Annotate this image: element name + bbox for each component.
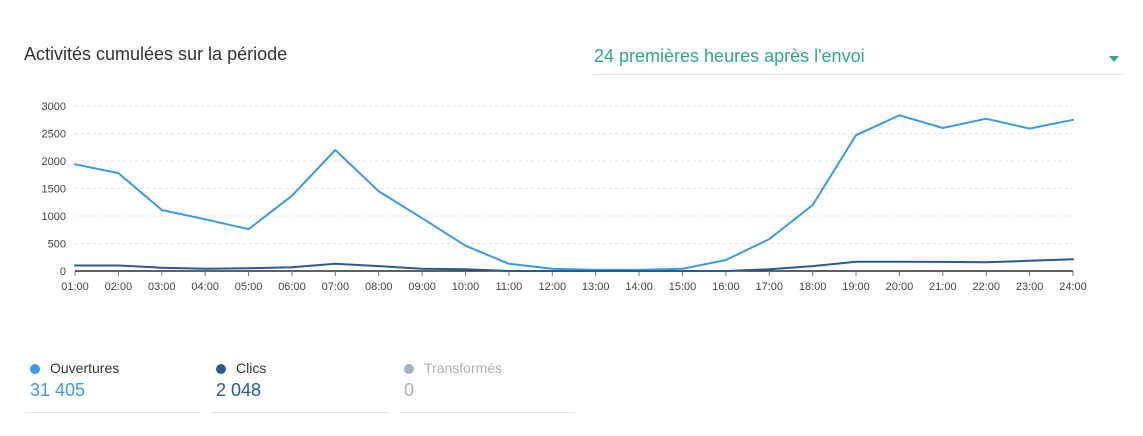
- x-tick-label: 22:00: [972, 281, 1000, 293]
- legend-label: Ouvertures: [50, 360, 120, 376]
- legend-dot-transformes: [404, 364, 414, 374]
- series-line-clics: [74, 258, 1074, 272]
- x-tick-label: 17:00: [755, 281, 783, 293]
- legend-total: 0: [404, 380, 415, 400]
- y-axis-ticks: 0 500 1000 1500 2000 2500 3000: [42, 101, 66, 278]
- x-tick-label: 03:00: [148, 281, 176, 293]
- legend-label: Clics: [236, 360, 267, 376]
- x-tick-label: 20:00: [886, 281, 914, 293]
- x-tick-label: 04:00: [191, 281, 219, 293]
- x-tick-label: 24:00: [1059, 281, 1087, 293]
- x-tick-label: 13:00: [582, 281, 610, 293]
- x-tick-label: 12:00: [539, 281, 567, 293]
- grid-lines: [75, 105, 1073, 272]
- legend-label: Transformés: [424, 360, 503, 376]
- activity-line-chart: 0 500 1000 1500 2000 2500 3000 01:00 02:00 03:00…: [42, 101, 1087, 293]
- legend-dot-clics: [216, 364, 226, 374]
- y-tick-label: 1500: [42, 184, 66, 196]
- y-tick-label: 3000: [42, 101, 66, 113]
- legend-total: 2 048: [216, 380, 262, 400]
- chevron-down-icon: [1109, 56, 1119, 62]
- period-selected-value: 24 premières heures après l'envoi: [594, 46, 865, 66]
- x-tick-label: 06:00: [278, 281, 306, 293]
- x-tick-label: 14:00: [625, 281, 653, 293]
- x-tick-label: 08:00: [365, 281, 393, 293]
- x-tick-label: 21:00: [929, 281, 957, 293]
- x-tick-label: 09:00: [408, 281, 436, 293]
- y-tick-label: 500: [48, 239, 66, 251]
- y-tick-label: 2500: [42, 129, 66, 141]
- x-tick-label: 11:00: [496, 281, 523, 293]
- y-tick-label: 2000: [42, 156, 66, 168]
- x-tick-label: 15:00: [669, 281, 697, 293]
- legend-item-transformes[interactable]: Transformés 0: [399, 358, 575, 413]
- y-tick-label: 1000: [42, 211, 66, 223]
- legend-item-ouvertures[interactable]: Ouvertures 31 405: [25, 358, 201, 413]
- x-tick-label: 16:00: [712, 281, 740, 293]
- x-tick-label: 19:00: [842, 281, 870, 293]
- series-line-ouvertures: [74, 114, 1074, 271]
- x-tick-label: 10:00: [452, 281, 480, 293]
- legend-item-clics[interactable]: Clics 2 048: [211, 358, 387, 413]
- x-tick-label: 07:00: [322, 281, 350, 293]
- period-dropdown[interactable]: 24 premières heures après l'envoi: [593, 40, 1123, 75]
- chart-title: Activités cumulées sur la période: [24, 44, 288, 64]
- legend-total: 31 405: [30, 380, 86, 400]
- x-tick-label: 01:00: [61, 281, 89, 293]
- x-axis-ticks: 01:00 02:00 03:00 04:00 05:00 06:00 07:00 08:00…: [61, 271, 1087, 293]
- y-tick-label: 0: [60, 266, 66, 278]
- x-tick-label: 05:00: [235, 281, 263, 293]
- x-tick-label: 18:00: [799, 281, 827, 293]
- legend-dot-ouvertures: [30, 364, 40, 374]
- series-lines: [74, 114, 1074, 272]
- x-tick-label: 02:00: [105, 281, 133, 293]
- x-tick-label: 23:00: [1016, 281, 1044, 293]
